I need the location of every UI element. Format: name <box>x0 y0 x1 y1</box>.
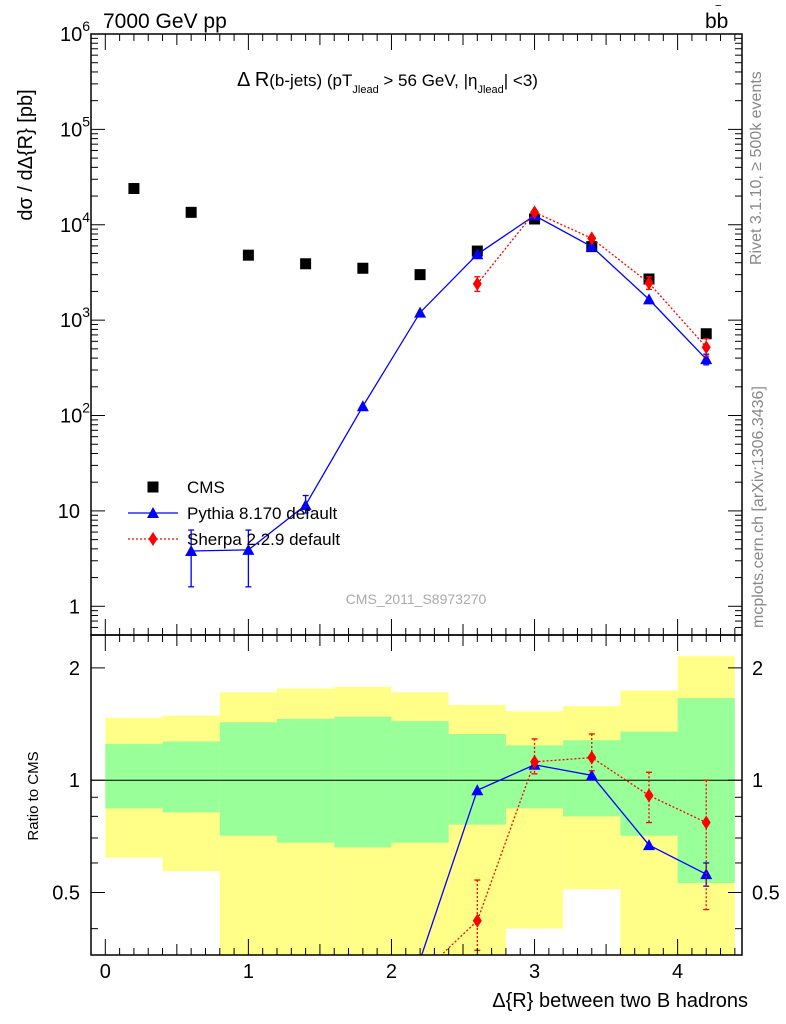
ratio-y-tick-label-right: 1 <box>752 770 763 792</box>
legend-label: Sherpa 2.2.9 default <box>187 530 340 549</box>
ratio-sherpa-point <box>587 750 597 765</box>
main-pythia-point <box>242 543 255 555</box>
ratio-sherpa-point <box>472 913 482 928</box>
ratio-band-inner-bin <box>677 698 735 884</box>
ratio-pythia-point <box>585 769 598 781</box>
x-tick-label: 1 <box>243 961 254 983</box>
main-pythia-point <box>585 240 598 252</box>
ratio-band-inner-bin <box>448 733 506 825</box>
main-pythia-point <box>643 293 655 305</box>
main-pythia-point <box>471 248 484 260</box>
title-part-d: > 56 GeV, |η <box>379 71 478 90</box>
ratio-band-inner-bin <box>219 722 277 836</box>
main-cms-point <box>300 258 312 270</box>
title-part-f: | <3) <box>504 71 538 90</box>
ratio-band-inner-bin <box>505 745 564 809</box>
main-pythia-point <box>185 544 198 556</box>
main-y-tick-label: 106 <box>60 18 90 46</box>
x-axis-label: Δ{R} between two B hadrons <box>492 990 748 1012</box>
main-y-tick-label: 103 <box>60 304 90 332</box>
main-y-tick-exponent: 4 <box>82 209 90 225</box>
ratio-y-tick-label-left: 2 <box>69 658 80 680</box>
main-y-axis-label: dσ / dΔ{R} [pb] <box>15 89 37 220</box>
main-pythia-point <box>700 353 713 365</box>
main-y-tick-label: 10 <box>58 501 80 523</box>
plot-title: Δ R(b-jets) (pTJlead > 56 GeV, |ηJlead| … <box>237 69 538 96</box>
ratio-sherpa-point <box>644 788 654 803</box>
ratio-band-inner-bin <box>162 741 220 813</box>
mcplots-label: mcplots.cern.ch [arXiv:1306.3436] <box>750 386 767 628</box>
ratio-plot-data <box>421 733 713 955</box>
ratio-y-tick-label-left: 0.5 <box>52 883 80 905</box>
ratio-band-inner-bin <box>620 731 678 836</box>
ratio-sherpa-point <box>701 815 711 830</box>
main-y-tick-exponent: 6 <box>82 18 90 34</box>
main-y-tick-exponent: 2 <box>82 400 90 416</box>
title-part-b: (b-jets) (pT <box>269 71 352 90</box>
legend-marker <box>148 532 158 546</box>
legend-label: CMS <box>187 478 225 497</box>
x-tick-label: 3 <box>529 961 540 983</box>
ratio-band-inner-bin <box>277 718 335 843</box>
main-sherpa-point <box>701 340 711 355</box>
main-y-tick-label: 104 <box>60 209 90 237</box>
main-y-tick-label: 105 <box>60 113 90 141</box>
energy-label: 7000 GeV pp <box>103 10 227 33</box>
main-cms-point <box>357 262 369 274</box>
ratio-plot-frame <box>90 634 743 956</box>
ratio-pythia-point <box>643 839 655 851</box>
main-cms-point <box>242 249 254 261</box>
ratio-sherpa-point <box>530 754 540 769</box>
legend: CMS Pythia 8.170 default Sherpa 2.2.9 defa… <box>128 478 340 549</box>
ratio-y-tick-label-left: 1 <box>69 770 80 792</box>
main-pythia-point <box>299 499 312 511</box>
main-sherpa-point <box>472 276 482 291</box>
main-sherpa-point <box>587 231 597 246</box>
axes: 1 10 102 103 104 105 106 0.5 0.5 1 1 2 2 0 1 2 3 4 <box>52 18 780 983</box>
title-sub-1: Jlead <box>352 84 378 96</box>
ratio-sherpa-line <box>440 756 707 955</box>
main-pythia-point <box>356 400 369 412</box>
main-y-tick-exponent: 5 <box>82 113 90 129</box>
ratio-band-inner-bin <box>391 721 449 843</box>
ratio-y-tick-label-right: 0.5 <box>752 883 780 905</box>
main-y-tick-label: 102 <box>60 400 90 428</box>
legend-label: Pythia 8.170 default <box>187 504 338 523</box>
title-delta-r: Δ R <box>237 69 269 91</box>
ratio-band-inner-bin <box>105 744 163 809</box>
main-y-tick-exponent: 3 <box>82 304 90 320</box>
process-bar: ‾ <box>715 3 722 19</box>
main-sherpa-point <box>530 205 540 220</box>
x-tick-label: 2 <box>386 961 397 983</box>
legend-marker <box>147 507 159 518</box>
ratio-pythia-line <box>421 764 707 955</box>
main-y-tick-label: 1 <box>69 596 80 618</box>
legend-marker <box>147 481 159 493</box>
analysis-id-label: CMS_2011_S8973270 <box>346 591 487 607</box>
main-cms-point <box>128 182 140 194</box>
process-label: bb <box>705 10 728 33</box>
main-sherpa-line <box>476 211 707 348</box>
main-pythia-line <box>191 214 707 552</box>
main-plot-data <box>128 182 713 588</box>
main-cms-point <box>185 206 197 218</box>
x-tick-label: 4 <box>672 961 683 983</box>
title-sub-2: Jlead <box>477 84 503 96</box>
x-tick-label: 0 <box>100 961 111 983</box>
main-sherpa-point <box>644 276 654 291</box>
ratio-band-inner-bin <box>334 716 392 848</box>
main-pythia-point <box>414 306 427 318</box>
main-cms-point <box>700 328 712 340</box>
main-cms-point <box>414 269 426 281</box>
ratio-pythia-point <box>471 784 484 796</box>
ratio-y-tick-label-right: 2 <box>752 658 763 680</box>
rivet-version-label: Rivet 3.1.10, ≥ 500k events <box>748 71 765 265</box>
ratio-y-axis-label: Ratio to CMS <box>25 751 42 840</box>
